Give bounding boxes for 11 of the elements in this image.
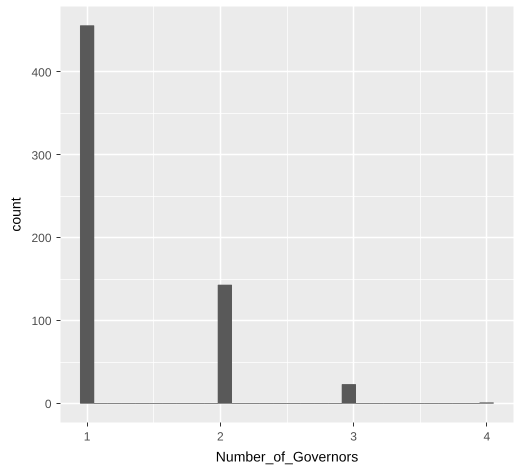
x-tick-label: 4 [484,430,491,444]
y-tick-label: 200 [31,231,52,246]
y-tick-label: 400 [31,65,52,80]
x-axis-title: Number_of_Governors [216,448,358,464]
x-tick-label: 2 [217,430,224,444]
y-axis-title: count [7,197,24,232]
y-tick-label: 300 [31,148,52,162]
x-tick-label: 1 [84,430,91,444]
y-tick-label: 100 [31,314,52,328]
x-tick-label: 3 [350,430,358,444]
y-tick-label: 0 [44,396,52,411]
